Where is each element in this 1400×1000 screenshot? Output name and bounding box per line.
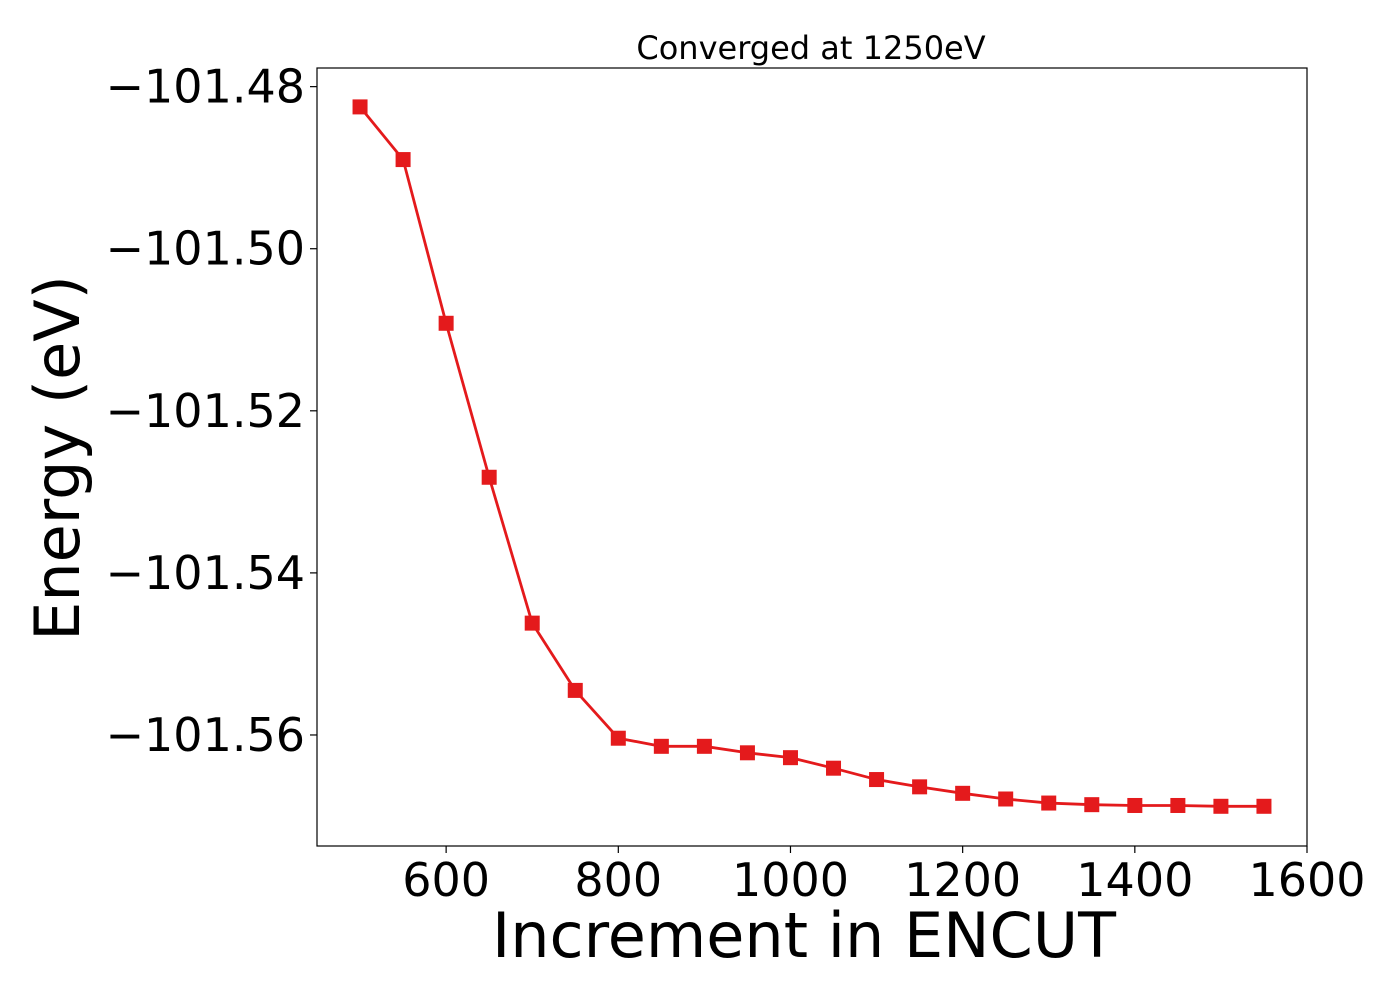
data-point-marker	[481, 469, 497, 485]
data-point-marker	[1084, 797, 1100, 813]
x-tick-label: 600	[402, 853, 490, 907]
data-point-marker	[524, 615, 540, 631]
data-point-marker	[1213, 798, 1229, 814]
x-tick-label: 1000	[732, 853, 849, 907]
data-point-marker	[912, 779, 928, 795]
y-tick-label: −101.52	[106, 384, 306, 438]
data-point-marker	[438, 315, 454, 331]
data-point-marker	[1041, 795, 1057, 811]
data-point-marker	[1170, 797, 1186, 813]
data-point-marker	[395, 152, 411, 168]
data-point-marker	[782, 750, 798, 766]
x-tick-label: 1400	[1076, 853, 1193, 907]
y-tick-label: −101.48	[106, 60, 306, 114]
y-axis-label: Energy (eV)	[21, 275, 94, 641]
x-tick-label: 1200	[904, 853, 1021, 907]
data-point-marker	[1256, 798, 1272, 814]
data-point-marker	[826, 760, 842, 776]
data-point-marker	[696, 738, 712, 754]
chart-title: Converged at 1250eV	[636, 29, 985, 67]
y-tick-label: −101.56	[106, 708, 306, 762]
data-point-marker	[739, 745, 755, 761]
series-line	[358, 106, 1264, 808]
y-tick-label: −101.54	[106, 546, 306, 600]
data-point-marker	[1127, 797, 1143, 813]
data-point-marker	[653, 738, 669, 754]
data-point-marker	[998, 791, 1014, 807]
plot-area	[352, 99, 1272, 814]
data-point-marker	[352, 99, 368, 115]
x-tick-label: 800	[574, 853, 662, 907]
plot-frame	[316, 67, 1308, 847]
data-point-marker	[610, 730, 626, 746]
x-axis-label: Increment in ENCUT	[492, 899, 1117, 972]
data-point-marker	[567, 682, 583, 698]
data-point-marker	[955, 785, 971, 801]
data-point-marker	[869, 772, 885, 788]
x-axis: 600 800 1000 1200 1400 1600	[402, 846, 1366, 907]
x-tick-label: 1600	[1248, 853, 1365, 907]
y-axis: −101.48 −101.50 −101.52 −101.54 −101.56	[106, 60, 317, 762]
y-tick-label: −101.50	[106, 222, 306, 276]
